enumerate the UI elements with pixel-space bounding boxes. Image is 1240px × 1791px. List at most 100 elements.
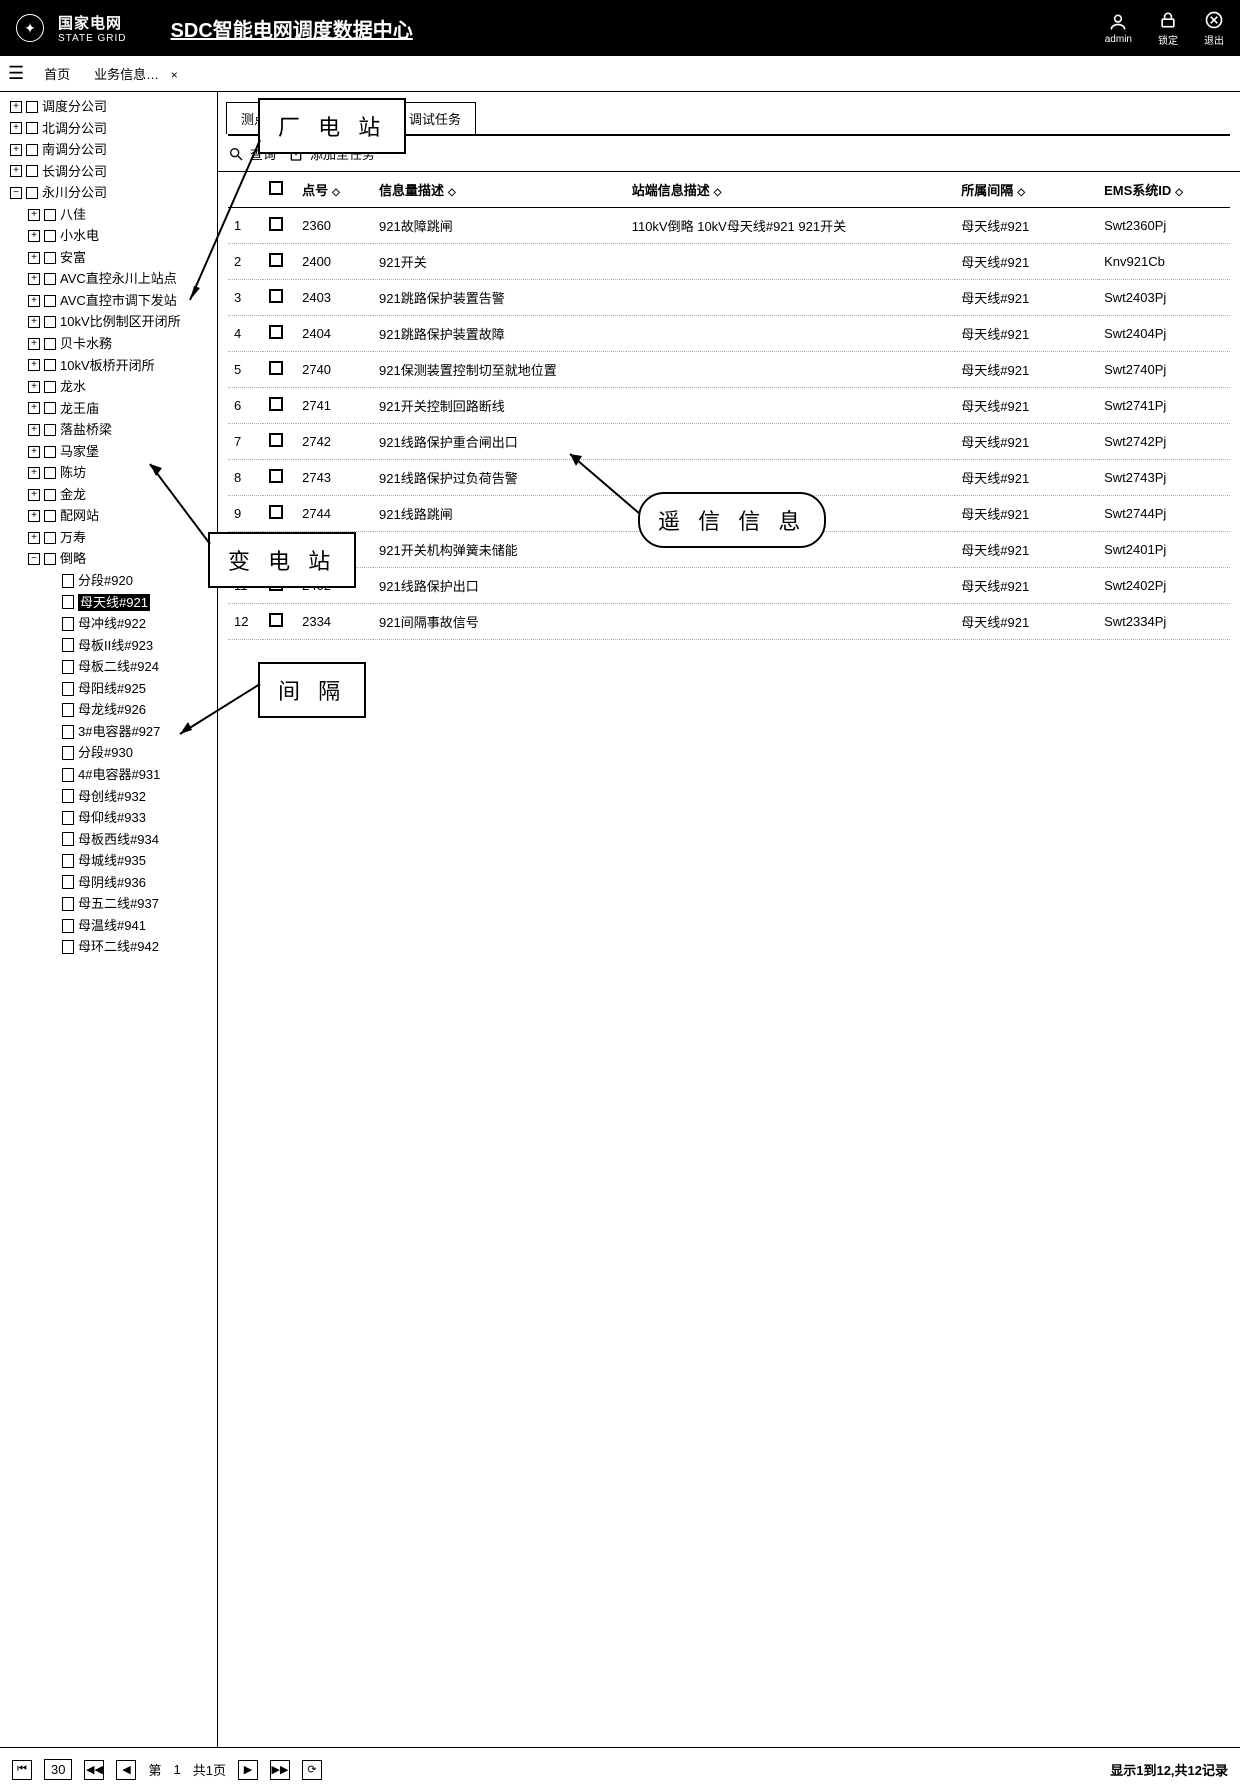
tree-item[interactable]: 母城线#935 [6,850,217,872]
pager-prev-button[interactable]: ◀ [116,1760,136,1780]
tree-item[interactable]: +安富 [6,247,217,269]
checkbox-icon[interactable] [269,325,283,339]
tree-expand-icon[interactable] [46,876,58,888]
tree-expand-icon[interactable]: + [28,489,40,501]
page-size-select[interactable]: 30 [44,1759,72,1780]
tree-item[interactable]: 母温线#941 [6,915,217,937]
pager-next-button[interactable]: ▶ [238,1760,258,1780]
tree-item[interactable]: +贝卡水務 [6,333,217,355]
tree-expand-icon[interactable]: + [28,252,40,264]
checkbox-icon[interactable] [269,361,283,375]
pager-next2-button[interactable]: ▶▶ [270,1760,290,1780]
checkbox-icon[interactable] [269,397,283,411]
tree-item[interactable]: +北调分公司 [6,118,217,140]
tree-expand-icon[interactable]: + [28,402,40,414]
tree-expand-icon[interactable] [46,683,58,695]
checkbox-all-icon[interactable] [269,181,283,195]
table-row[interactable]: 62741921开关控制回路断线母天线#921Swt2741Pj [228,388,1230,424]
checkbox-icon[interactable] [269,433,283,447]
col-bay[interactable]: 所属间隔◇ [955,172,1098,208]
table-row[interactable]: 72742921线路保护重合闸出口母天线#921Swt2742Pj [228,424,1230,460]
tree-item[interactable]: −永川分公司 [6,182,217,204]
tree-expand-icon[interactable] [46,747,58,759]
pager-prev2-button[interactable]: ◀◀ [84,1760,104,1780]
tree-item[interactable]: 母板II线#923 [6,635,217,657]
tree-expand-icon[interactable]: + [10,165,22,177]
tree-item[interactable]: +调度分公司 [6,96,217,118]
tab-current[interactable]: 业务信息… × [84,60,188,87]
tree-item[interactable]: 母创线#932 [6,786,217,808]
ftab-task[interactable]: 调试任务 [394,102,476,134]
tree-item[interactable]: 母五二线#937 [6,893,217,915]
tree-expand-icon[interactable]: + [28,510,40,522]
tree-item[interactable]: 母仰线#933 [6,807,217,829]
tree-expand-icon[interactable]: + [28,273,40,285]
table-row[interactable]: 12360921故障跳闸110kV倒略 10kV母天线#921 921开关母天线… [228,208,1230,244]
data-table-container[interactable]: 点号◇ 信息量描述◇ 站端信息描述◇ 所属间隔◇ EMS系统ID◇ 123609… [218,172,1240,1747]
cell-chk[interactable] [263,604,296,640]
tree-expand-icon[interactable] [46,575,58,587]
tree-item[interactable]: +马家堡 [6,441,217,463]
cell-chk[interactable] [263,316,296,352]
tree-item[interactable]: +龙水 [6,376,217,398]
tree-expand-icon[interactable]: + [28,532,40,544]
tree-item[interactable]: 母天线#921 [6,592,217,614]
tree-expand-icon[interactable]: + [28,446,40,458]
tree-item[interactable]: 母阴线#936 [6,872,217,894]
col-desc[interactable]: 信息量描述◇ [373,172,626,208]
tree-item[interactable]: +南调分公司 [6,139,217,161]
tree-expand-icon[interactable]: + [28,381,40,393]
lock-button[interactable]: 锁定 [1158,10,1178,47]
tree-expand-icon[interactable] [46,596,58,608]
table-row[interactable]: 52740921保测装置控制切至就地位置母天线#921Swt2740Pj [228,352,1230,388]
tree-expand-icon[interactable] [46,920,58,932]
tree-item[interactable]: 母冲线#922 [6,613,217,635]
col-pt[interactable]: 点号◇ [296,172,373,208]
pager-first-button[interactable]: ⏮ [12,1760,32,1780]
tree-expand-icon[interactable] [46,941,58,953]
cell-chk[interactable] [263,496,296,532]
tree-expand-icon[interactable] [46,769,58,781]
tree-expand-icon[interactable] [46,618,58,630]
col-ems[interactable]: EMS系统ID◇ [1098,172,1230,208]
tree-expand-icon[interactable]: + [28,467,40,479]
table-row[interactable]: 32403921跳路保护装置告警母天线#921Swt2403Pj [228,280,1230,316]
checkbox-icon[interactable] [269,289,283,303]
cell-chk[interactable] [263,460,296,496]
tree-item[interactable]: 母板西线#934 [6,829,217,851]
cell-chk[interactable] [263,388,296,424]
tree-expand-icon[interactable]: + [28,209,40,221]
tree-expand-icon[interactable] [46,639,58,651]
tree-item[interactable]: +10kV比例制区开闭所 [6,311,217,333]
tree-item[interactable]: +长调分公司 [6,161,217,183]
tree-expand-icon[interactable]: + [28,338,40,350]
tree-item[interactable]: 分段#920 [6,570,217,592]
tree-item[interactable]: 母板二线#924 [6,656,217,678]
menu-icon[interactable]: ☰ [8,63,24,84]
tree-expand-icon[interactable] [46,726,58,738]
tree-expand-icon[interactable] [46,812,58,824]
tree-expand-icon[interactable]: + [28,230,40,242]
tree-item[interactable]: 母环二线#942 [6,936,217,958]
table-row[interactable]: 122334921间隔事故信号母天线#921Swt2334Pj [228,604,1230,640]
pager-refresh-button[interactable]: ⟳ [302,1760,322,1780]
tab-home[interactable]: 首页 [34,60,80,87]
table-row[interactable]: 22400921开关母天线#921Knv921Cb [228,244,1230,280]
checkbox-icon[interactable] [269,613,283,627]
tree-item[interactable]: +AVC直控市调下发站 [6,290,217,312]
tree-expand-icon[interactable]: + [10,101,22,113]
tree-expand-icon[interactable]: − [28,553,40,565]
sidebar-tree[interactable]: +调度分公司+北调分公司+南调分公司+长调分公司−永川分公司+八佳+小水电+安富… [0,92,218,1747]
tab-close-button[interactable]: × [171,68,178,82]
tree-item[interactable]: +小水电 [6,225,217,247]
user-menu[interactable]: admin [1105,12,1132,45]
checkbox-icon[interactable] [269,469,283,483]
tree-item[interactable]: +八佳 [6,204,217,226]
tree-item[interactable]: 分段#930 [6,742,217,764]
checkbox-icon[interactable] [269,253,283,267]
tree-item[interactable]: +AVC直控永川上站点 [6,268,217,290]
table-row[interactable]: 82743921线路保护过负荷告警母天线#921Swt2743Pj [228,460,1230,496]
tree-expand-icon[interactable] [46,898,58,910]
tree-item[interactable]: +落盐桥梁 [6,419,217,441]
tree-expand-icon[interactable]: + [28,316,40,328]
